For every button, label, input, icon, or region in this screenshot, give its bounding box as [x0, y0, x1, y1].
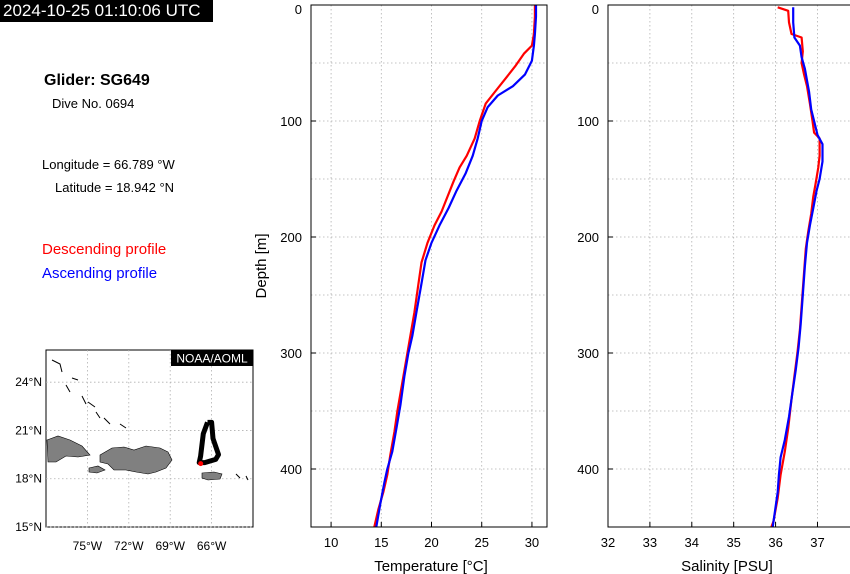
salinity-panel: 32 33 34 35 36 37 0 100 200 300 400 Salinity [PSU] — [577, 2, 850, 574]
map-lat-label: 21°N — [15, 423, 42, 437]
salinity-lines — [770, 6, 824, 528]
map-lat-label: 15°N — [15, 520, 42, 534]
salinity-ticks: 32 33 34 35 36 37 0 100 200 300 400 — [577, 2, 824, 550]
temperature-ytick-label: 0 — [295, 2, 302, 17]
land-cuba — [46, 435, 91, 463]
land-small-islands — [51, 359, 249, 481]
temperature-lines — [373, 5, 538, 528]
map-lon-label: 66°W — [197, 539, 227, 553]
timestamp-label: 2024-10-25 01:10:06 UTC — [0, 0, 213, 22]
temperature-xtick-label: 20 — [424, 535, 438, 550]
salinity-xtick-label: 37 — [810, 535, 824, 550]
salinity-xtick-label: 33 — [643, 535, 657, 550]
temperature-xtick-label: 10 — [324, 535, 338, 550]
temperature-xtick-label: 15 — [374, 535, 388, 550]
temperature-ytick-label: 300 — [280, 346, 302, 361]
salinity-ytick-label: 400 — [577, 462, 599, 477]
salinity-ytick-label: 200 — [577, 230, 599, 245]
salinity-xtick-label: 36 — [768, 535, 782, 550]
salinity-xtick-label: 35 — [726, 535, 740, 550]
temperature-grid — [311, 5, 547, 527]
land-hispaniola — [99, 445, 173, 475]
salinity-series-descending — [770, 6, 821, 528]
glider-position-marker — [198, 461, 204, 467]
legend-ascending: Ascending profile — [42, 265, 158, 282]
map-ticks: 75°W 72°W 69°W 66°W 24°N 21°N 18°N 15°N — [15, 375, 227, 553]
temperature-series-descending — [373, 5, 537, 528]
land-jamaica — [88, 465, 106, 474]
glider-title: Glider: SG649 — [44, 72, 150, 89]
depth-ylabel: Depth [m] — [253, 233, 270, 298]
temperature-xtick-label: 25 — [474, 535, 488, 550]
map-credit: NOAA/AOML — [176, 352, 248, 366]
salinity-xlabel: Salinity [PSU] — [681, 558, 773, 574]
temperature-xtick-label: 30 — [525, 535, 539, 550]
map-frame — [45, 349, 254, 528]
temperature-ytick-label: 200 — [280, 230, 302, 245]
temperature-ytick-label: 100 — [280, 114, 302, 129]
salinity-xtick-label: 32 — [601, 535, 615, 550]
map-lon-label: 69°W — [155, 539, 185, 553]
temperature-frame — [310, 4, 548, 528]
salinity-grid — [607, 5, 850, 527]
salinity-ytick-label: 100 — [577, 114, 599, 129]
longitude-readout: Longitude = 66.789 °W — [42, 157, 175, 172]
temperature-series-ascending — [375, 5, 538, 528]
map-credit-box — [171, 350, 253, 366]
salinity-xtick-label: 34 — [685, 535, 699, 550]
land-puerto-rico — [201, 471, 223, 481]
dive-number: Dive No. 0694 — [52, 96, 135, 111]
map-lat-label: 24°N — [15, 375, 42, 389]
latitude-readout: Latitude = 18.942 °N — [55, 180, 175, 195]
map-lon-label: 75°W — [73, 539, 103, 553]
land-masses — [46, 359, 249, 481]
glider-track — [196, 419, 221, 466]
temperature-xlabel: Temperature [°C] — [374, 558, 488, 574]
salinity-ytick-label: 0 — [592, 2, 599, 17]
map-lon-label: 72°W — [114, 539, 144, 553]
temperature-ytick-label: 400 — [280, 462, 302, 477]
legend-descending: Descending profile — [42, 241, 167, 258]
map-lat-label: 18°N — [15, 472, 42, 486]
salinity-series-ascending — [771, 7, 824, 528]
map-inset: NOAA/AOML 75°W 72°W 69°W 66°W 24°N 21°N 18°N 15… — [15, 349, 254, 553]
salinity-frame — [607, 4, 850, 528]
salinity-ytick-label: 300 — [577, 346, 599, 361]
